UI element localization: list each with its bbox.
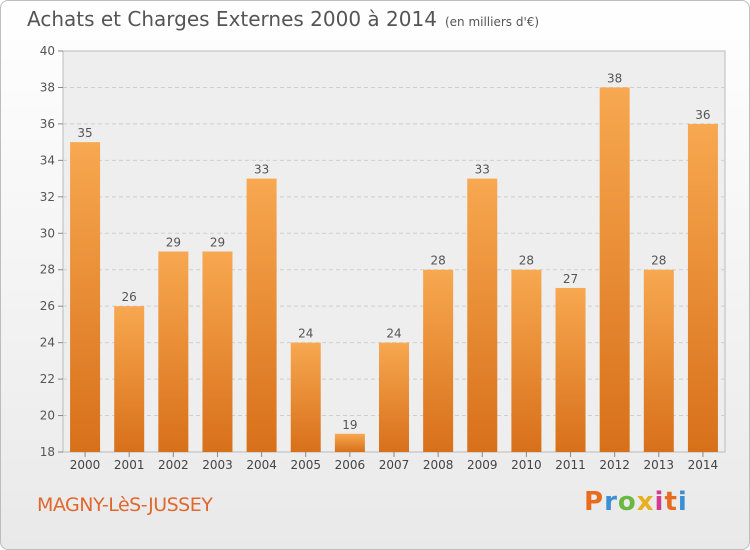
y-tick-label: 34 <box>40 153 55 167</box>
data-label: 29 <box>210 236 225 250</box>
proxiti-logo-letter: i <box>654 487 665 517</box>
data-label: 27 <box>563 272 578 286</box>
data-label: 19 <box>342 418 357 432</box>
x-tick-label: 2002 <box>158 458 189 472</box>
bar <box>290 342 321 452</box>
y-tick-label: 38 <box>40 80 55 94</box>
x-tick-label: 2014 <box>688 458 719 472</box>
bar <box>379 342 409 452</box>
x-tick-label: 2009 <box>467 458 498 472</box>
x-tick-label: 2004 <box>246 458 277 472</box>
data-label: 29 <box>166 236 181 250</box>
chart-title-text: Achats et Charges Externes 2000 à 2014 <box>27 7 437 31</box>
x-tick-label: 2001 <box>114 458 145 472</box>
commune-name: MAGNY-LèS-JUSSEY <box>37 494 213 516</box>
chart-unit-label: (en milliers d'€) <box>444 15 540 29</box>
x-tick-label: 2013 <box>644 458 675 472</box>
proxiti-logo-letter: x <box>636 487 655 517</box>
y-tick-label: 26 <box>40 299 55 313</box>
y-tick-label: 18 <box>40 445 55 459</box>
data-label: 38 <box>607 71 622 85</box>
bars: 35 26 29 29 33 24 19 24 28 33 28 27 38 28 36 <box>70 71 718 453</box>
x-tick-label: 2011 <box>555 458 586 472</box>
bar <box>246 178 277 452</box>
y-tick-label: 24 <box>40 336 55 350</box>
y-tick-label: 40 <box>40 44 55 58</box>
bar <box>70 142 101 453</box>
x-tick-label: 2000 <box>70 458 101 472</box>
proxiti-logo: Proxiti <box>584 487 688 517</box>
bar <box>423 269 454 452</box>
data-label: 28 <box>430 254 445 268</box>
bar <box>643 269 674 452</box>
x-tick-label: 2007 <box>379 458 410 472</box>
data-label: 26 <box>122 290 137 304</box>
proxiti-logo-letter: P <box>584 487 605 517</box>
y-tick-label: 30 <box>40 226 55 240</box>
proxiti-logo-letter: o <box>617 487 637 517</box>
data-label: 28 <box>519 254 534 268</box>
bar <box>202 251 233 452</box>
x-tick-label: 2006 <box>335 458 366 472</box>
y-tick-label: 20 <box>40 409 55 423</box>
bar <box>687 123 718 452</box>
x-axis: 2000 2001 2002 2003 2004 2005 2006 2007 2008 2009… <box>70 452 718 472</box>
x-tick-label: 2005 <box>290 458 321 472</box>
data-label: 28 <box>651 254 666 268</box>
y-tick-label: 22 <box>40 372 55 386</box>
bar <box>334 433 365 452</box>
bar <box>599 87 630 453</box>
chart-title: Achats et Charges Externes 2000 à 2014 (e… <box>27 7 539 31</box>
proxiti-logo-letter: t <box>664 487 678 517</box>
data-label: 24 <box>298 327 313 341</box>
y-tick-label: 32 <box>40 190 55 204</box>
proxiti-logo-letter: i <box>677 487 688 517</box>
bar <box>467 178 498 452</box>
data-label: 33 <box>254 163 269 177</box>
bar <box>555 287 586 452</box>
x-tick-label: 2012 <box>599 458 630 472</box>
bar <box>511 269 542 452</box>
proxiti-logo-letter: r <box>604 487 618 517</box>
x-tick-label: 2008 <box>423 458 454 472</box>
data-label: 36 <box>695 108 710 122</box>
x-tick-label: 2003 <box>202 458 233 472</box>
y-tick-label: 36 <box>40 117 55 131</box>
data-label: 24 <box>386 327 401 341</box>
x-tick-label: 2010 <box>511 458 542 472</box>
data-label: 35 <box>77 126 92 140</box>
y-axis: 18 20 22 24 26 28 30 32 34 36 38 40 <box>40 44 63 459</box>
y-tick-label: 28 <box>40 263 55 277</box>
data-label: 33 <box>475 163 490 177</box>
bar <box>114 306 145 452</box>
bar <box>158 251 189 452</box>
